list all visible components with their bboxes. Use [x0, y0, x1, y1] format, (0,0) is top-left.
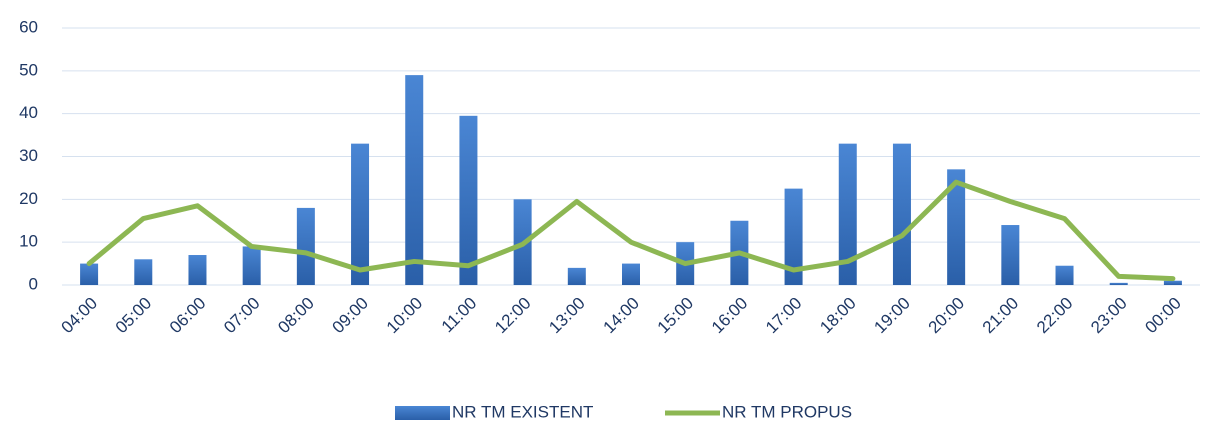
x-tick-label: 05:00	[112, 294, 156, 338]
bar	[134, 259, 153, 285]
x-tick-label: 20:00	[925, 294, 969, 338]
bar	[188, 255, 207, 285]
bar	[1109, 282, 1128, 285]
bar	[784, 188, 803, 285]
x-tick-label: 13:00	[545, 294, 589, 338]
legend-label: NR TM PROPUS	[722, 402, 852, 421]
bar	[947, 169, 966, 285]
x-tick-label: 16:00	[708, 294, 752, 338]
x-tick-label: 12:00	[491, 294, 535, 338]
x-tick-label: 15:00	[654, 294, 698, 338]
x-tick-label: 06:00	[166, 294, 210, 338]
bar	[1163, 280, 1182, 285]
bar	[567, 267, 586, 285]
y-tick-label: 40	[19, 103, 38, 122]
x-tick-label: 08:00	[274, 294, 318, 338]
legend-swatch	[395, 406, 450, 420]
legend-label: NR TM EXISTENT	[452, 402, 593, 421]
bar	[242, 246, 261, 285]
x-tick-label: 19:00	[870, 294, 914, 338]
bar	[622, 263, 640, 285]
bar	[80, 263, 99, 285]
bar	[838, 143, 857, 285]
y-tick-label: 20	[19, 189, 38, 208]
x-tick-label: 18:00	[816, 294, 860, 338]
x-tick-label: 17:00	[762, 294, 806, 338]
bar	[1001, 225, 1020, 285]
bar	[405, 75, 424, 285]
bar	[351, 143, 370, 285]
x-tick-label: 10:00	[383, 294, 427, 338]
x-tick-label: 07:00	[220, 294, 264, 338]
x-tick-label: 00:00	[1141, 294, 1185, 338]
y-tick-label: 50	[19, 60, 38, 79]
y-tick-label: 60	[19, 17, 38, 36]
x-tick-label: 09:00	[329, 294, 373, 338]
bar	[1055, 265, 1074, 285]
bar	[296, 207, 315, 285]
y-tick-label: 0	[29, 274, 38, 293]
x-tick-label: 14:00	[599, 294, 643, 338]
x-tick-label: 23:00	[1087, 294, 1131, 338]
x-tick-label: 04:00	[58, 294, 102, 338]
x-tick-label: 11:00	[438, 294, 481, 337]
line	[86, 179, 1176, 282]
bar	[892, 143, 911, 285]
x-tick-label: 21:00	[979, 294, 1023, 338]
x-tick-label: 22:00	[1033, 294, 1077, 338]
y-tick-label: 30	[19, 146, 38, 165]
y-tick-label: 10	[19, 232, 38, 251]
bar	[459, 115, 478, 285]
